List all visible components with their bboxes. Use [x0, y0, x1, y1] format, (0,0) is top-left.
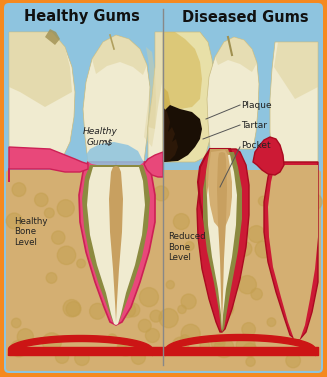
Polygon shape	[116, 167, 145, 325]
Polygon shape	[163, 32, 202, 109]
Circle shape	[11, 318, 21, 328]
Polygon shape	[264, 162, 318, 339]
FancyBboxPatch shape	[160, 170, 321, 371]
Circle shape	[63, 300, 80, 317]
Circle shape	[57, 200, 74, 217]
Polygon shape	[82, 165, 116, 325]
Polygon shape	[197, 149, 222, 332]
Circle shape	[120, 302, 136, 317]
Circle shape	[84, 179, 101, 196]
Circle shape	[66, 302, 81, 316]
Polygon shape	[207, 37, 259, 149]
FancyBboxPatch shape	[4, 3, 323, 373]
Circle shape	[166, 280, 174, 289]
Circle shape	[35, 193, 48, 207]
Circle shape	[75, 351, 89, 365]
Circle shape	[90, 303, 106, 319]
Circle shape	[56, 350, 69, 363]
Circle shape	[42, 333, 61, 352]
Circle shape	[248, 226, 265, 242]
Text: Tartar: Tartar	[241, 121, 267, 130]
Circle shape	[237, 242, 252, 256]
Circle shape	[17, 329, 33, 345]
Circle shape	[130, 211, 141, 221]
Circle shape	[44, 208, 54, 218]
Polygon shape	[116, 162, 155, 325]
Circle shape	[12, 183, 26, 196]
Circle shape	[236, 336, 255, 355]
Polygon shape	[198, 149, 237, 232]
Polygon shape	[163, 107, 178, 162]
Polygon shape	[208, 150, 232, 229]
Circle shape	[117, 339, 134, 356]
Circle shape	[138, 319, 151, 332]
Polygon shape	[163, 32, 214, 162]
Circle shape	[286, 353, 301, 368]
Polygon shape	[83, 35, 150, 162]
Circle shape	[200, 341, 210, 351]
Circle shape	[180, 335, 190, 344]
Circle shape	[289, 211, 302, 225]
Circle shape	[216, 299, 234, 317]
Polygon shape	[253, 137, 284, 175]
Polygon shape	[215, 37, 257, 72]
Text: Healthy Gums: Healthy Gums	[24, 9, 140, 25]
Circle shape	[181, 294, 196, 309]
Polygon shape	[144, 152, 163, 177]
Polygon shape	[92, 35, 147, 75]
Circle shape	[89, 236, 106, 253]
Circle shape	[305, 193, 322, 210]
Text: Diseased Gums: Diseased Gums	[182, 9, 308, 25]
Circle shape	[276, 195, 290, 208]
Polygon shape	[45, 29, 60, 45]
Polygon shape	[9, 32, 75, 165]
Circle shape	[108, 334, 117, 343]
Circle shape	[232, 182, 244, 194]
Circle shape	[52, 231, 65, 244]
Circle shape	[126, 303, 140, 317]
Circle shape	[208, 184, 219, 196]
Circle shape	[116, 204, 134, 222]
Circle shape	[77, 259, 85, 268]
FancyBboxPatch shape	[6, 170, 163, 371]
Circle shape	[258, 196, 268, 206]
Circle shape	[296, 190, 313, 207]
Circle shape	[243, 343, 257, 357]
Circle shape	[201, 208, 215, 221]
Circle shape	[173, 213, 189, 230]
Text: Healthy
Gums: Healthy Gums	[82, 127, 117, 147]
Polygon shape	[222, 155, 237, 330]
Text: Reduced
Bone
Level: Reduced Bone Level	[168, 232, 206, 262]
Circle shape	[255, 241, 272, 258]
Circle shape	[207, 276, 225, 294]
Circle shape	[111, 178, 129, 197]
Circle shape	[86, 188, 97, 199]
Circle shape	[242, 323, 255, 336]
Circle shape	[211, 336, 225, 350]
Circle shape	[131, 350, 146, 364]
Polygon shape	[163, 105, 202, 162]
Polygon shape	[274, 42, 318, 99]
Polygon shape	[268, 165, 318, 339]
Circle shape	[159, 308, 178, 328]
Circle shape	[132, 181, 147, 196]
Circle shape	[150, 310, 162, 322]
Circle shape	[6, 213, 22, 229]
Circle shape	[220, 215, 233, 229]
Circle shape	[238, 276, 256, 294]
Circle shape	[214, 334, 225, 345]
Circle shape	[246, 357, 255, 366]
Circle shape	[57, 246, 76, 265]
Polygon shape	[207, 155, 222, 330]
Polygon shape	[163, 87, 175, 162]
Circle shape	[146, 328, 160, 342]
Polygon shape	[270, 42, 318, 162]
Polygon shape	[203, 152, 222, 332]
Circle shape	[139, 288, 159, 307]
Circle shape	[100, 216, 116, 232]
Circle shape	[218, 253, 228, 264]
Polygon shape	[148, 32, 163, 162]
Circle shape	[178, 305, 186, 314]
Circle shape	[119, 274, 130, 284]
